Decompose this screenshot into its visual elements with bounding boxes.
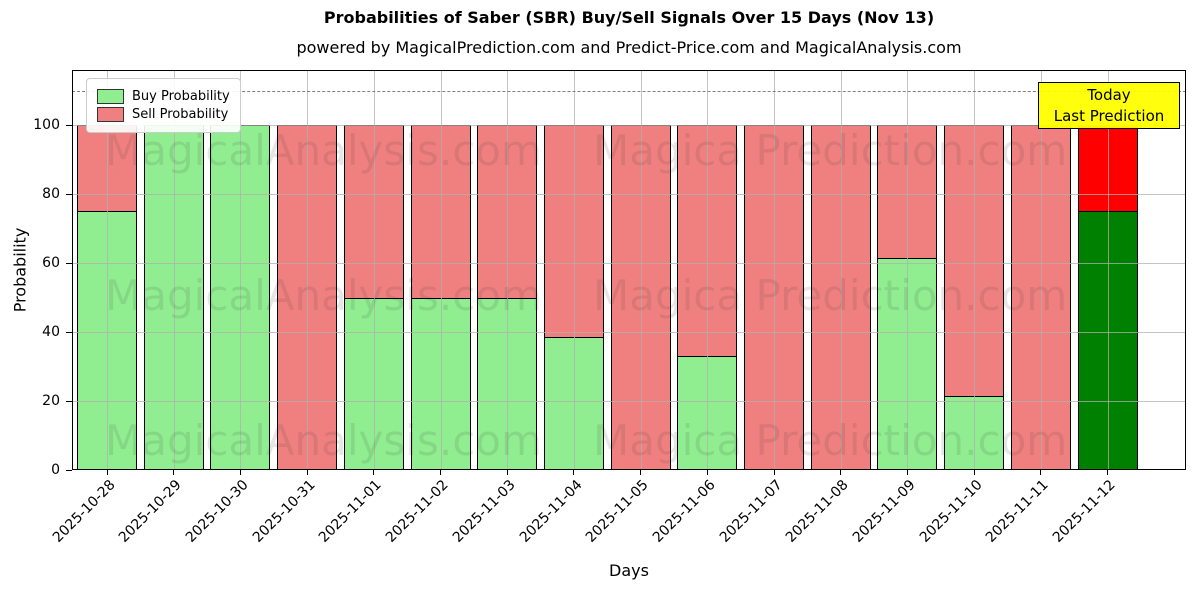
legend-label-buy: Buy Probability [132, 89, 230, 104]
chart-title: Probabilities of Saber (SBR) Buy/Sell Si… [323, 8, 935, 27]
y-tick-label: 80 [42, 186, 60, 203]
buy-swatch [97, 89, 124, 104]
x-tick-mark [773, 470, 775, 475]
y-tick-label: 40 [42, 324, 60, 341]
threshold-dashed-line [72, 90, 1186, 92]
x-tick-mark [973, 470, 975, 475]
y-tick-mark [66, 469, 72, 471]
x-tick-mark [173, 470, 175, 475]
legend: Buy Probability Sell Probability [86, 78, 241, 133]
y-tick-mark [66, 331, 72, 333]
x-tick-label-text: 2025-10-28 [49, 477, 119, 546]
gridline-vertical [640, 70, 642, 470]
today-annotation-line2: Last Prediction [1053, 107, 1165, 125]
gridline-horizontal [72, 125, 1186, 127]
x-tick-label-text: 2025-10-30 [182, 477, 252, 546]
x-tick-mark [1040, 470, 1042, 475]
legend-item-buy: Buy Probability [97, 89, 230, 104]
x-tick-mark [1107, 470, 1108, 475]
gridline-vertical [774, 70, 775, 470]
x-tick-label-text: 2025-11-11 [983, 477, 1053, 546]
x-tick-mark [906, 470, 908, 475]
x-tick-label-text: 2025-11-01 [316, 477, 386, 546]
x-tick-label-text: 2025-11-12 [1049, 477, 1119, 546]
y-tick-mark [66, 400, 72, 402]
gridline-vertical [173, 70, 175, 470]
gridline-horizontal [72, 332, 1186, 334]
today-annotation-line1: Today [1087, 86, 1131, 104]
x-tick-label-text: 2025-11-03 [449, 477, 519, 546]
gridline-vertical [373, 70, 375, 470]
legend-label-sell: Sell Probability [132, 107, 229, 122]
plot-area: Buy Probability Sell Probability Today L… [33, 70, 1186, 546]
gridline-vertical [840, 70, 842, 470]
gridline-horizontal [72, 263, 1186, 265]
gridline-vertical [1107, 70, 1109, 470]
y-tick-mark [66, 193, 72, 195]
y-tick-mark [66, 262, 72, 264]
gridline-vertical [907, 70, 909, 470]
sell-swatch [97, 107, 124, 122]
gridline-vertical [307, 70, 309, 470]
y-tick-label: 0 [51, 462, 60, 478]
x-tick-mark [640, 470, 642, 475]
y-tick-label: 20 [42, 393, 60, 410]
gridline-vertical [440, 70, 442, 470]
y-tick-label: 60 [42, 255, 60, 272]
gridline-vertical [974, 70, 976, 470]
x-tick-label-text: 2025-11-05 [583, 477, 652, 546]
x-tick-mark [306, 470, 308, 475]
x-tick-mark [106, 470, 108, 475]
x-axis-label: Days [609, 561, 649, 580]
x-tick-mark [239, 470, 241, 475]
chart-subtitle: powered by MagicalPrediction.com and Pre… [296, 38, 962, 57]
gridline-vertical [107, 70, 108, 470]
gridline-vertical [507, 70, 509, 470]
x-tick-mark [373, 470, 375, 475]
x-tick-label-text: 2025-10-29 [116, 477, 186, 546]
x-tick-mark [840, 470, 842, 475]
x-tick-label-text: 2025-11-10 [916, 477, 986, 546]
x-tick-label-text: 2025-11-06 [649, 477, 719, 546]
gridline-vertical [240, 70, 242, 470]
x-tick-label-text: 2025-11-08 [783, 477, 853, 546]
x-tick-label-text: 2025-11-09 [849, 477, 919, 546]
x-tick-label-text: 2025-11-07 [716, 477, 786, 546]
y-tick-mark [66, 124, 72, 126]
gridline-vertical [573, 70, 575, 470]
gridline-vertical [707, 70, 709, 470]
y-tick-label: 100 [33, 117, 60, 134]
gridline-horizontal [72, 194, 1186, 196]
x-tick-label-text: 2025-11-04 [516, 477, 586, 546]
legend-item-sell: Sell Probability [97, 107, 230, 122]
gridline-horizontal [72, 401, 1186, 403]
x-tick-label-text: 2025-10-31 [249, 477, 319, 546]
today-annotation: Today Last Prediction [1038, 82, 1180, 129]
x-tick-mark [706, 470, 708, 475]
x-tick-mark [506, 470, 508, 475]
gridline-vertical [1040, 70, 1042, 470]
x-tick-mark [440, 470, 441, 475]
x-tick-label-text: 2025-11-02 [382, 477, 452, 546]
x-tick-mark [573, 470, 575, 475]
